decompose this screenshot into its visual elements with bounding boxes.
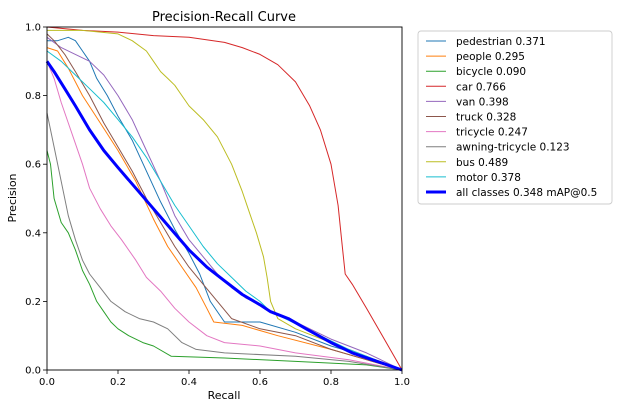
legend-entry-label: pedestrian 0.371 bbox=[456, 36, 546, 48]
chart-title: Precision-Recall Curve bbox=[152, 10, 296, 25]
legend-entry-label: awning-tricycle 0.123 bbox=[456, 142, 570, 154]
y-tick-label: 1.0 bbox=[25, 23, 41, 34]
plot-lines bbox=[45, 26, 403, 372]
legend-entry-label: car 0.766 bbox=[456, 81, 506, 93]
y-axis-label: Precision bbox=[6, 173, 19, 222]
series-line-6 bbox=[46, 61, 403, 371]
y-tick-label: 0.2 bbox=[25, 297, 41, 308]
y-tick-label: 0.6 bbox=[25, 160, 41, 171]
series-line-10 bbox=[45, 60, 403, 372]
x-tick-label: 0.6 bbox=[252, 377, 268, 388]
plot-frame bbox=[46, 26, 403, 371]
legend: pedestrian 0.371 people 0.295 bicycle 0.09… bbox=[417, 30, 613, 205]
series-line-3 bbox=[46, 26, 403, 371]
x-tick-label: 1.0 bbox=[394, 377, 410, 388]
series-line-8 bbox=[47, 29, 403, 371]
x-tick-label: 0.2 bbox=[110, 377, 126, 388]
series-line-0 bbox=[47, 36, 403, 371]
legend-entry-label: motor 0.378 bbox=[456, 172, 521, 184]
x-axis-label: Recall bbox=[208, 389, 241, 402]
legend-entry-label: van 0.398 bbox=[456, 96, 509, 108]
legend-entry-label: truck 0.328 bbox=[456, 112, 516, 124]
series-line-2 bbox=[46, 150, 403, 371]
y-axis-ticks: 0.0 0.2 0.4 0.6 0.8 1.0 bbox=[25, 23, 47, 377]
legend-entry-label: bus 0.489 bbox=[456, 157, 508, 169]
y-tick-label: 0.4 bbox=[25, 228, 41, 239]
legend-entry-label: bicycle 0.090 bbox=[456, 66, 526, 78]
series-line-4 bbox=[46, 36, 403, 371]
x-tick-label: 0.8 bbox=[323, 377, 339, 388]
series-line-5 bbox=[46, 33, 403, 371]
y-tick-label: 0.8 bbox=[25, 91, 41, 102]
x-tick-label: 0.4 bbox=[181, 377, 197, 388]
x-tick-label: 0.0 bbox=[39, 377, 55, 388]
legend-frame bbox=[417, 30, 613, 205]
legend-entry-label: all classes 0.348 mAP@0.5 bbox=[456, 187, 597, 199]
y-tick-label: 0.0 bbox=[25, 366, 41, 377]
series-line-7 bbox=[46, 112, 403, 371]
x-axis-ticks: 0.0 0.2 0.4 0.6 0.8 1.0 bbox=[39, 370, 410, 388]
series-line-1 bbox=[46, 47, 403, 371]
legend-entry-label: people 0.295 bbox=[456, 51, 525, 63]
legend-entry-label: tricycle 0.247 bbox=[456, 127, 528, 139]
